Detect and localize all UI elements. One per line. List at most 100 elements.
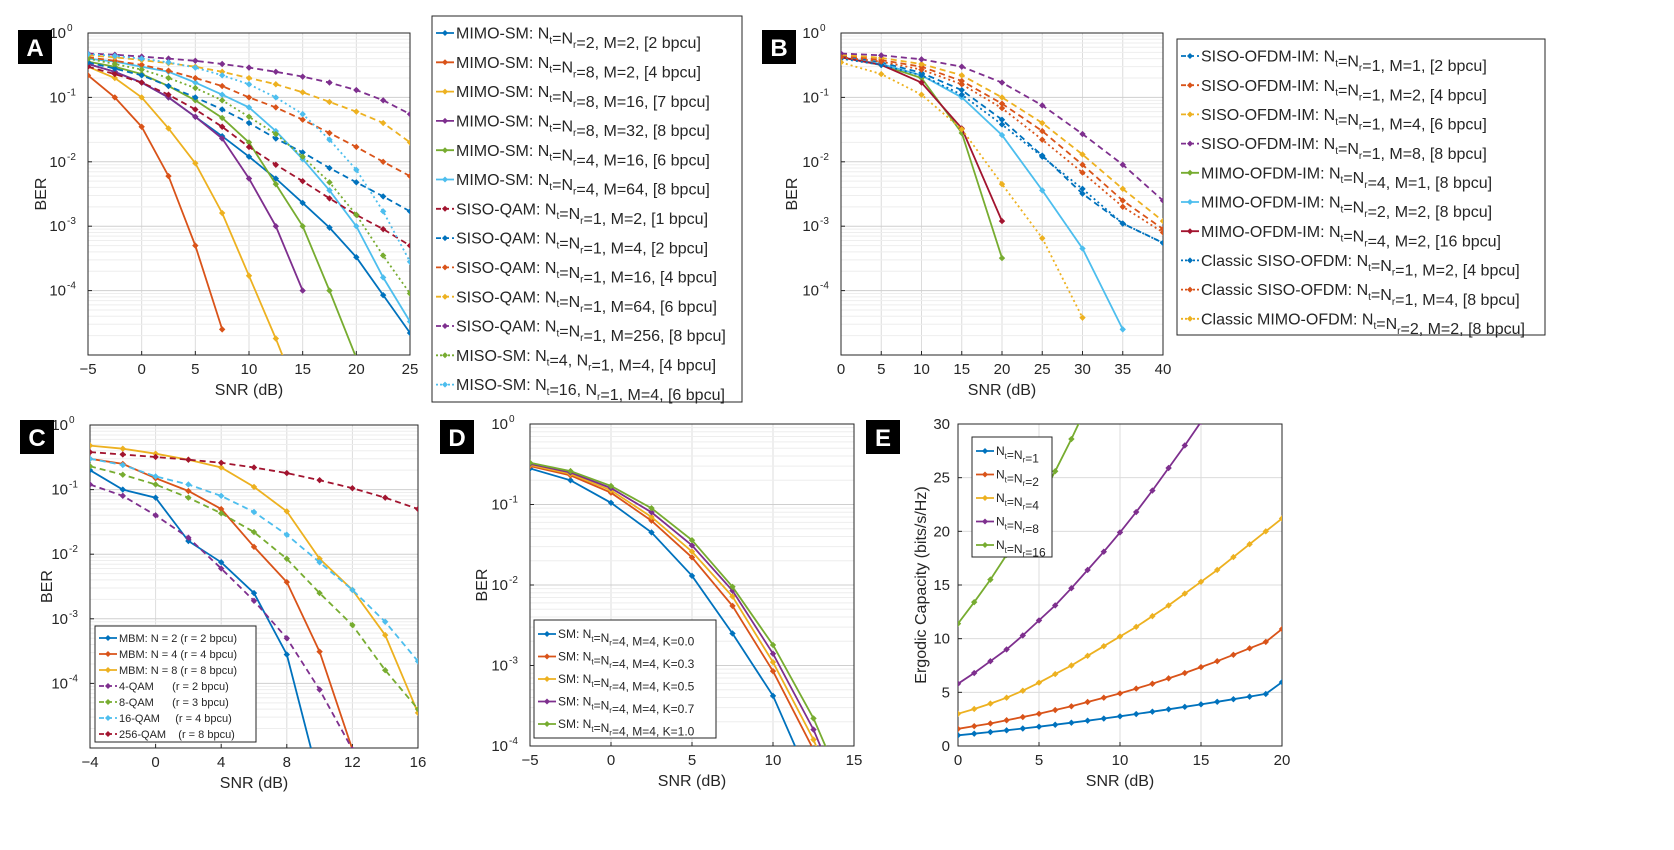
legend-marker	[982, 471, 988, 478]
data-point	[1079, 169, 1086, 176]
data-point	[245, 64, 253, 71]
panel-badge-label: D	[448, 425, 465, 452]
legend-marker	[105, 715, 111, 721]
legend-label: Classic SISO-OFDM: Nt=Nr=1, M=2, [4 bpcu…	[1201, 253, 1520, 280]
data-point	[272, 130, 280, 138]
data-point	[998, 116, 1006, 123]
data-point	[165, 125, 172, 132]
x-tick-label: 10	[913, 361, 930, 378]
series-line	[90, 465, 418, 710]
data-point	[283, 469, 290, 477]
y-tick-exponent: -4	[820, 281, 829, 292]
legend-marker	[442, 205, 448, 212]
legend-marker	[442, 293, 448, 300]
data-point	[218, 209, 226, 217]
legend-label: SISO-QAM: Nt=Nr=1, M=4, [2 bpcu]	[456, 231, 708, 258]
data-point	[918, 91, 925, 98]
data-point	[1084, 401, 1090, 407]
data-point	[299, 403, 305, 409]
data-point	[1052, 721, 1059, 728]
data-point	[1262, 690, 1269, 698]
y-tick-label: 10	[491, 416, 508, 433]
data-point	[769, 692, 777, 700]
data-point	[353, 143, 360, 151]
data-point	[1133, 623, 1140, 631]
data-point	[958, 680, 962, 687]
data-point	[607, 482, 615, 490]
data-point	[406, 329, 410, 337]
panel-badge: B	[762, 30, 796, 64]
legend: SM: Nt=Nr=4, M=4, K=0.0SM: Nt=Nr=4, M=4,…	[533, 619, 717, 739]
data-point	[272, 161, 280, 168]
data-point	[1052, 706, 1059, 714]
data-point	[299, 116, 306, 123]
x-tick-label: 5	[191, 361, 199, 378]
legend-marker	[442, 235, 448, 242]
legend-label: 16-QAM (r = 4 bpcu)	[119, 713, 232, 725]
data-point	[218, 492, 225, 500]
legend-label: Nt=Nr=4	[996, 491, 1039, 512]
x-axis-label: SNR (dB)	[1086, 773, 1154, 790]
data-point	[1246, 645, 1253, 652]
data-point	[90, 442, 94, 449]
legend-marker	[1187, 53, 1193, 59]
data-point	[1068, 435, 1075, 443]
data-point	[998, 94, 1006, 101]
series-line	[530, 467, 797, 746]
data-point	[192, 64, 199, 71]
data-point	[119, 486, 126, 493]
y-tick-exponent: 0	[69, 415, 75, 426]
data-point	[272, 335, 280, 342]
data-point	[918, 72, 925, 79]
data-point	[1068, 719, 1075, 726]
data-point	[218, 505, 225, 513]
data-point	[1119, 197, 1126, 204]
data-point	[1197, 701, 1205, 708]
data-point	[1003, 694, 1010, 701]
data-point	[1052, 602, 1059, 609]
y-tick-exponent: -1	[67, 87, 76, 98]
data-point	[90, 463, 94, 470]
data-point	[987, 720, 994, 727]
data-point	[987, 576, 994, 583]
data-point	[1133, 508, 1140, 516]
data-point	[998, 104, 1006, 112]
y-tick-label: 10	[802, 283, 819, 300]
data-point	[1079, 161, 1086, 168]
panel-badge-box	[866, 420, 900, 454]
data-point	[958, 91, 965, 98]
data-point	[998, 180, 1006, 188]
x-axis-label: SNR (dB)	[220, 775, 288, 792]
data-point	[729, 583, 736, 590]
data-point	[918, 56, 925, 63]
data-point	[998, 79, 1006, 86]
legend-label: SISO-OFDM-IM: Nt=Nr=1, M=8, [8 bpcu]	[1201, 136, 1487, 163]
data-point	[958, 63, 965, 70]
legend-label: MBM: N = 2 (r = 2 bpcu)	[119, 633, 237, 645]
panel-badge-label: B	[770, 35, 787, 62]
data-point	[272, 180, 280, 188]
x-tick-label: 0	[837, 361, 845, 378]
y-tick-label: 10	[802, 89, 819, 106]
legend-marker	[105, 731, 111, 737]
data-point	[326, 136, 333, 143]
y-tick-label: 15	[933, 577, 950, 594]
data-point	[283, 531, 290, 538]
data-point	[299, 287, 306, 294]
data-point	[185, 494, 192, 501]
data-point	[353, 254, 360, 261]
y-axis-label: BER	[33, 178, 50, 211]
x-tick-label: 0	[607, 752, 615, 769]
data-point	[769, 667, 777, 675]
data-point	[406, 139, 410, 146]
data-point	[688, 542, 696, 549]
legend-marker	[1187, 315, 1193, 322]
y-tick-label: 10	[51, 675, 68, 692]
x-tick-label: 12	[344, 754, 361, 771]
data-point	[1149, 680, 1156, 687]
legend-marker	[105, 683, 111, 689]
data-point	[185, 534, 192, 541]
x-tick-label: 0	[151, 754, 159, 771]
data-point	[250, 508, 258, 516]
